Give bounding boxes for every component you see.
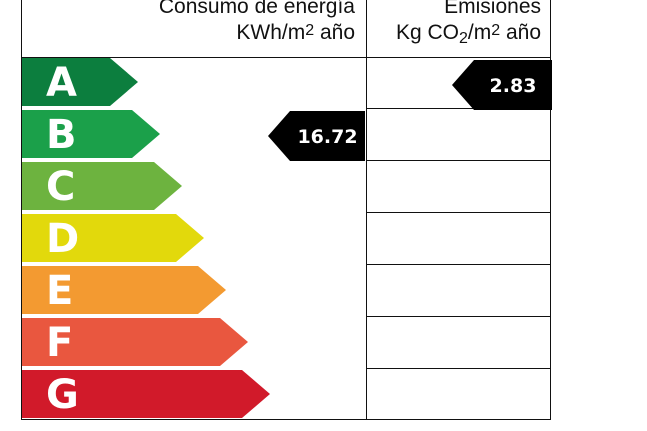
grid-header-line <box>21 57 551 58</box>
grid-row-line-3 <box>366 212 551 213</box>
grid-row-line-1 <box>366 108 551 109</box>
emissions-header: Emisiones Kg CO2/m2 año <box>395 0 541 47</box>
energy-unit-suffix: año <box>314 21 355 44</box>
emissions-value-badge: 2.83 <box>452 60 552 110</box>
energy-header-unit: KWh/m2 año <box>159 20 355 46</box>
energy-unit-sup: 2 <box>305 22 315 39</box>
emissions-unit-suffix: año <box>500 21 541 44</box>
grid-row-line-6 <box>366 368 551 369</box>
emissions-unit-sub: 2 <box>458 30 468 47</box>
emissions-header-unit: Kg CO2/m2 año <box>395 20 541 47</box>
rating-arrow-e: E <box>22 266 226 314</box>
rating-letter-g: G <box>46 372 80 418</box>
rating-letter-c: C <box>46 164 77 210</box>
grid-row-line-5 <box>366 316 551 317</box>
grid-right-border <box>550 0 551 419</box>
grid-row-line-2 <box>366 160 551 161</box>
rating-arrow-c: C <box>22 162 182 210</box>
rating-arrow-b: B <box>22 110 160 158</box>
energy-value: 16.72 <box>297 126 358 148</box>
rating-arrow-a: A <box>22 58 138 106</box>
grid-row-line-4 <box>366 264 551 265</box>
rating-arrow-d: D <box>22 214 204 262</box>
grid-left-border <box>21 0 22 419</box>
emissions-header-title: Emisiones <box>444 0 541 18</box>
rating-arrow-f: F <box>22 318 248 366</box>
emissions-unit-sup: 2 <box>491 22 501 39</box>
energy-value-badge: 16.72 <box>268 111 365 161</box>
rating-letter-f: F <box>46 320 75 366</box>
energy-header-title: Consumo de energía <box>158 0 355 18</box>
grid-bottom-border <box>21 419 551 420</box>
energy-unit-base: KWh/m <box>236 21 306 44</box>
emissions-value: 2.83 <box>489 75 537 97</box>
energy-header: Consumo de energía KWh/m2 año <box>159 0 355 46</box>
emissions-unit-mid: /m <box>467 21 492 44</box>
rating-letter-d: D <box>46 216 81 262</box>
grid-middle-divider <box>366 0 367 419</box>
emissions-unit-prefix: Kg CO <box>395 21 459 44</box>
rating-arrow-g: G <box>22 370 270 418</box>
rating-letter-e: E <box>46 268 75 314</box>
rating-letter-a: A <box>46 60 78 106</box>
rating-letter-b: B <box>46 112 78 158</box>
